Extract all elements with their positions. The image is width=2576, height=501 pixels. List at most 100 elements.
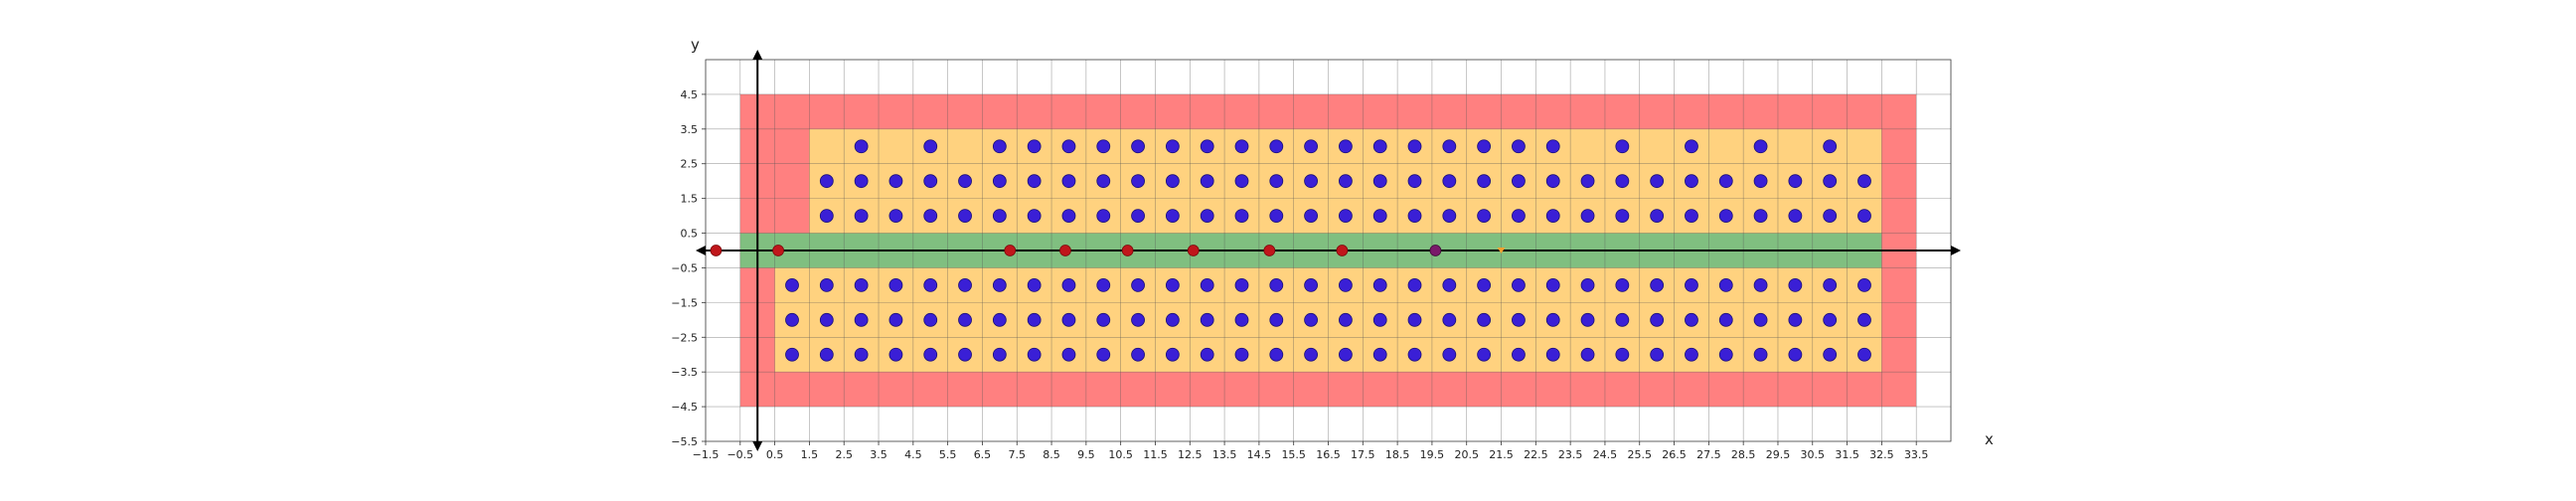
- blue-point: [1753, 209, 1768, 223]
- y-axis-label: y: [691, 36, 700, 54]
- x-tick-label: 31.5: [1835, 448, 1859, 461]
- blue-point: [1545, 347, 1560, 362]
- blue-point: [992, 278, 1007, 292]
- y-tick-label: 2.5: [681, 158, 699, 171]
- blue-point: [1096, 347, 1111, 362]
- y-tick-label: −0.5: [671, 261, 698, 274]
- blue-point: [1339, 209, 1353, 223]
- blue-point: [923, 209, 938, 223]
- blue-point: [854, 209, 869, 223]
- x-tick-label: −1.5: [693, 448, 720, 461]
- blue-point: [1234, 278, 1249, 292]
- blue-point: [1131, 278, 1145, 292]
- blue-point: [1650, 209, 1665, 223]
- x-tick-label: 17.5: [1351, 448, 1375, 461]
- blue-point: [1372, 174, 1387, 189]
- blue-point: [819, 347, 834, 362]
- blue-point: [1442, 209, 1457, 223]
- blue-point: [1304, 312, 1318, 327]
- blue-point: [1615, 278, 1630, 292]
- blue-point: [854, 278, 869, 292]
- x-tick-label: 1.5: [801, 448, 819, 461]
- x-axis-arrow-left: [696, 246, 706, 255]
- blue-point: [1685, 209, 1698, 223]
- blue-point: [1477, 347, 1492, 362]
- y-tick-label: −3.5: [671, 366, 698, 379]
- blue-point: [1512, 347, 1526, 362]
- blue-point: [1131, 174, 1145, 189]
- x-tick-label: 21.5: [1489, 448, 1514, 461]
- blue-point: [1545, 278, 1560, 292]
- blue-point: [1545, 174, 1560, 189]
- x-tick-label: 0.5: [766, 448, 784, 461]
- x-tick-label: 32.5: [1869, 448, 1894, 461]
- blue-point: [819, 174, 834, 189]
- blue-point: [1131, 347, 1145, 362]
- blue-point: [785, 347, 799, 362]
- blue-point: [1027, 347, 1042, 362]
- blue-point: [1512, 139, 1526, 154]
- blue-point: [1580, 312, 1595, 327]
- blue-point: [1269, 209, 1284, 223]
- x-tick-label: 25.5: [1628, 448, 1653, 461]
- blue-point: [1823, 312, 1838, 327]
- blue-point: [1545, 139, 1560, 154]
- y-tick-label: 3.5: [681, 123, 699, 136]
- x-tick-label: 9.5: [1077, 448, 1095, 461]
- blue-point: [1580, 278, 1595, 292]
- blue-point: [1788, 347, 1803, 362]
- blue-point: [1823, 347, 1838, 362]
- axes-layer: [696, 50, 1961, 451]
- x-tick-label: 18.5: [1385, 448, 1410, 461]
- blue-point: [992, 209, 1007, 223]
- y-tick-label: 4.5: [681, 88, 699, 101]
- blue-point: [1269, 278, 1284, 292]
- blue-point: [923, 278, 938, 292]
- blue-point: [1442, 312, 1457, 327]
- blue-point: [1442, 278, 1457, 292]
- x-tick-label: 5.5: [939, 448, 957, 461]
- blue-point: [1304, 347, 1318, 362]
- blue-point: [1304, 209, 1318, 223]
- y-tick-label: 1.5: [681, 193, 699, 206]
- blue-point: [923, 312, 938, 327]
- x-tick-label: 10.5: [1108, 448, 1133, 461]
- blue-point: [785, 312, 799, 327]
- blue-point: [1096, 312, 1111, 327]
- blue-point: [1718, 174, 1733, 189]
- blue-point: [1061, 347, 1076, 362]
- blue-point: [1718, 278, 1733, 292]
- blue-point: [1165, 139, 1180, 154]
- blue-point: [958, 278, 972, 292]
- blue-point: [1580, 209, 1595, 223]
- blue-point: [1131, 312, 1145, 327]
- blue-point: [1061, 139, 1076, 154]
- x-tick-label: 3.5: [870, 448, 887, 461]
- blue-point: [1372, 139, 1387, 154]
- blue-point: [1096, 174, 1111, 189]
- blue-point: [1027, 312, 1042, 327]
- blue-point: [1200, 174, 1214, 189]
- blue-point: [1442, 347, 1457, 362]
- x-tick-label: 24.5: [1593, 448, 1618, 461]
- blue-point: [1477, 312, 1492, 327]
- blue-point: [1234, 312, 1249, 327]
- blue-point: [854, 312, 869, 327]
- x-tick-label: 33.5: [1904, 448, 1929, 461]
- blue-point: [1269, 174, 1284, 189]
- y-tick-label: −2.5: [671, 331, 698, 344]
- x-tick-label: 8.5: [1043, 448, 1060, 461]
- blue-point: [1304, 278, 1318, 292]
- blue-point: [1339, 174, 1353, 189]
- blue-point: [1372, 312, 1387, 327]
- blue-point: [1685, 278, 1698, 292]
- blue-point: [1442, 139, 1457, 154]
- blue-point: [854, 139, 869, 154]
- blue-point: [1304, 174, 1318, 189]
- blue-point: [1027, 209, 1042, 223]
- blue-point: [992, 139, 1007, 154]
- blue-point: [1407, 347, 1422, 362]
- blue-point: [1061, 278, 1076, 292]
- x-tick-label: 2.5: [835, 448, 853, 461]
- x-tick-label: 13.5: [1212, 448, 1237, 461]
